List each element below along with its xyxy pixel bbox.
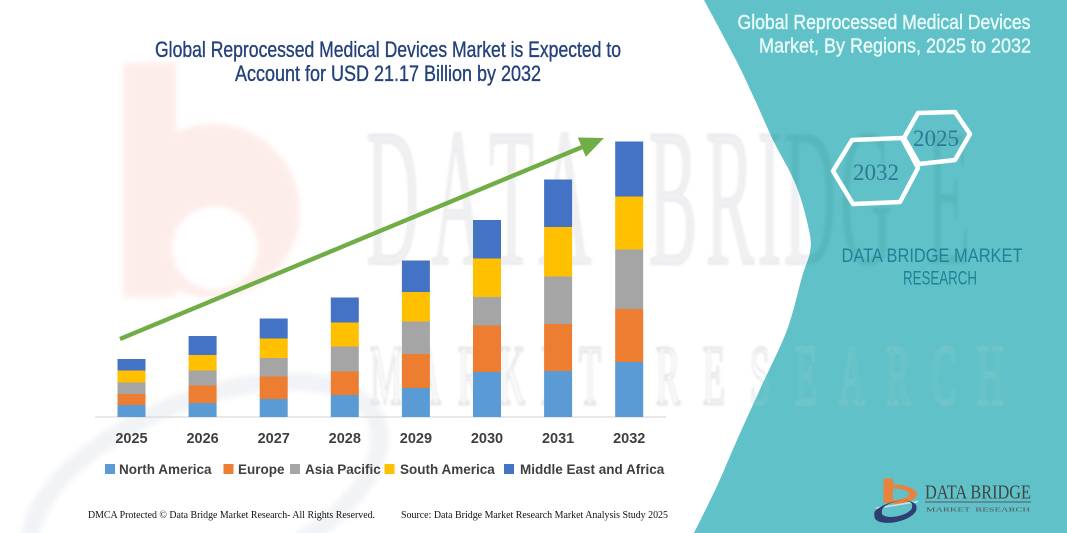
svg-text:2032: 2032 [853, 160, 899, 185]
svg-text:DATA BRIDGE MARKET: DATA BRIDGE MARKET [842, 245, 1023, 267]
svg-text:Asia Pacific: Asia Pacific [305, 462, 381, 477]
svg-text:2028: 2028 [329, 431, 361, 447]
svg-text:Market, By Regions, 2025 to 20: Market, By Regions, 2025 to 2032 [759, 36, 1031, 58]
svg-text:2030: 2030 [471, 431, 503, 447]
svg-text:Middle East and Africa: Middle East and Africa [520, 462, 665, 477]
svg-text:MARKET RESEARCH: MARKET RESEARCH [926, 507, 1030, 514]
svg-text:Global Reprocessed Medical Dev: Global Reprocessed Medical Devices Marke… [155, 37, 621, 62]
svg-text:2027: 2027 [258, 431, 290, 447]
svg-text:RESEARCH: RESEARCH [903, 268, 977, 290]
svg-text:2025: 2025 [115, 431, 147, 447]
svg-text:DMCA Protected © Data Bridge M: DMCA Protected © Data Bridge Market Rese… [88, 509, 375, 521]
svg-text:DATA BRIDGE: DATA BRIDGE [925, 483, 1031, 504]
svg-text:Source: Data Bridge Market Res: Source: Data Bridge Market Research Mark… [401, 509, 668, 521]
svg-text:2029: 2029 [400, 431, 432, 447]
svg-text:2031: 2031 [542, 431, 574, 447]
svg-text:Europe: Europe [238, 462, 285, 477]
svg-text:North America: North America [119, 462, 212, 477]
svg-text:Global Reprocessed Medical Dev: Global Reprocessed Medical Devices [738, 12, 1031, 34]
svg-text:Account for USD 21.17 Billion: Account for USD 21.17 Billion by 2032 [235, 61, 541, 86]
svg-text:2026: 2026 [186, 431, 218, 447]
svg-text:2032: 2032 [613, 431, 645, 447]
svg-text:2025: 2025 [913, 126, 959, 151]
svg-text:South America: South America [400, 462, 495, 477]
